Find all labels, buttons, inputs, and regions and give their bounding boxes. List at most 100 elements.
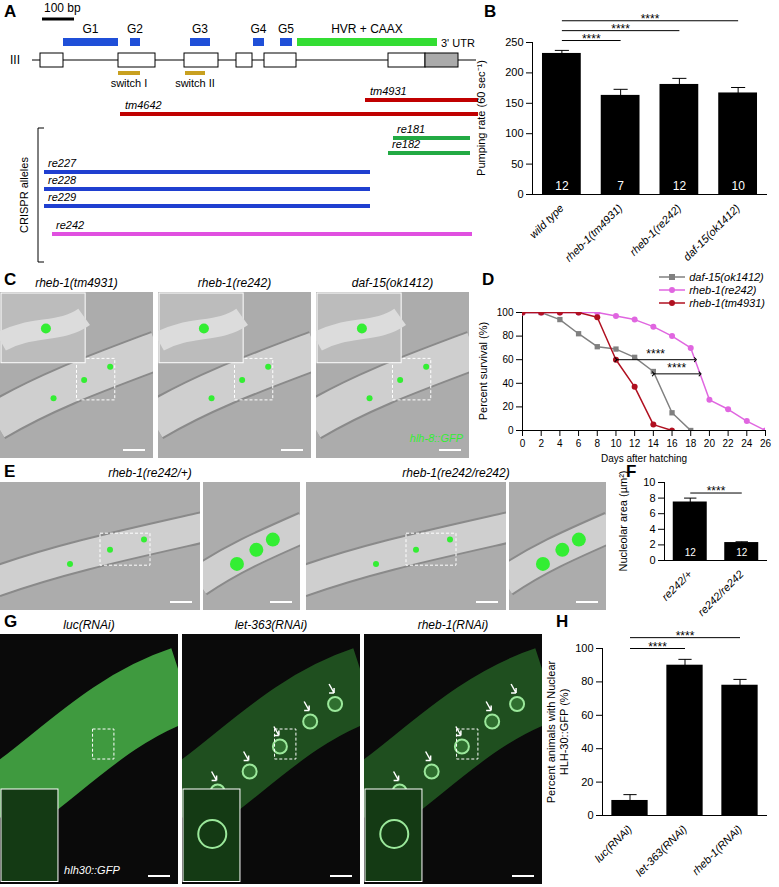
svg-text:26: 26	[760, 438, 772, 449]
svg-text:G2: G2	[127, 22, 143, 36]
svg-text:0: 0	[587, 809, 593, 821]
svg-text:HVR + CAAX: HVR + CAAX	[331, 22, 403, 36]
svg-text:re182: re182	[392, 138, 420, 150]
svg-text:III: III	[10, 53, 20, 67]
html-text:B: B	[484, 2, 497, 21]
svg-text:re227: re227	[48, 157, 77, 169]
svg-text:50: 50	[511, 158, 523, 170]
html-text:Percent animals with Nuclear H: Percent animals with Nuclear HLH-30::GFP…	[544, 660, 570, 803]
html-text:rheb-1(re242/+): rheb-1(re242/+)	[108, 466, 192, 480]
html-text:C: C	[4, 270, 17, 289]
svg-text:16: 16	[666, 438, 678, 449]
svg-text:60: 60	[581, 709, 593, 721]
svg-text:G4: G4	[250, 22, 266, 36]
svg-text:60: 60	[502, 354, 514, 365]
html-text:let-363(RNAi): let-363(RNAi)	[234, 618, 308, 632]
svg-text:8: 8	[649, 492, 655, 504]
svg-text:****: ****	[646, 347, 665, 361]
svg-text:6: 6	[576, 438, 582, 449]
svg-text:6: 6	[649, 507, 655, 519]
html-text:G: G	[4, 612, 18, 631]
svg-text:rheb-1(RNAi): rheb-1(RNAi)	[690, 823, 745, 878]
svg-text:tm4931: tm4931	[370, 85, 407, 97]
svg-text:re229: re229	[48, 191, 76, 203]
html-text:Pumping rate (60 sec⁻¹): Pumping rate (60 sec⁻¹)	[475, 60, 488, 176]
svg-text:40: 40	[502, 378, 514, 389]
svg-text:tm4642: tm4642	[125, 99, 162, 111]
svg-text:****: ****	[611, 22, 630, 36]
svg-text:14: 14	[648, 438, 660, 449]
html-text:rheb-1(tm4931): rheb-1(tm4931)	[35, 276, 118, 290]
svg-text:G1: G1	[82, 22, 98, 36]
svg-text:4: 4	[649, 523, 655, 535]
svg-text:100: 100	[497, 307, 514, 318]
svg-text:3' UTR: 3' UTR	[441, 37, 475, 49]
svg-text:let-363(RNAi): let-363(RNAi)	[633, 823, 689, 879]
svg-text:re242: re242	[56, 219, 84, 231]
svg-text:****: ****	[648, 640, 667, 654]
svg-text:hlh30::GFP: hlh30::GFP	[64, 864, 120, 876]
svg-text:10: 10	[731, 179, 745, 193]
svg-text:Days after hatching: Days after hatching	[601, 453, 687, 464]
svg-text:20: 20	[704, 438, 716, 449]
svg-text:re242/re242: re242/re242	[695, 568, 745, 618]
svg-text:18: 18	[685, 438, 697, 449]
svg-text:4: 4	[557, 438, 563, 449]
html-text:A: A	[4, 2, 17, 21]
svg-text:2: 2	[538, 438, 544, 449]
svg-text:8: 8	[594, 438, 600, 449]
svg-text:24: 24	[741, 438, 753, 449]
svg-text:rheb-1(re242): rheb-1(re242)	[627, 202, 683, 258]
html-text:luc(RNAi): luc(RNAi)	[63, 618, 115, 632]
svg-text:daf-15(ok1412): daf-15(ok1412)	[681, 202, 742, 263]
html-text:rheb-1(re242): rheb-1(re242)	[197, 276, 272, 290]
svg-text:12: 12	[555, 179, 569, 193]
svg-text:22: 22	[723, 438, 735, 449]
svg-text:250: 250	[505, 36, 523, 48]
svg-text:0: 0	[508, 425, 514, 436]
svg-text:200: 200	[505, 66, 523, 78]
svg-text:20: 20	[581, 776, 593, 788]
svg-text:****: ****	[676, 629, 695, 643]
svg-text:0: 0	[520, 438, 526, 449]
svg-text:80: 80	[502, 330, 514, 341]
svg-text:0: 0	[649, 554, 655, 566]
svg-text:****: ****	[641, 12, 660, 26]
svg-text:20: 20	[502, 401, 514, 412]
svg-text:10: 10	[610, 438, 622, 449]
svg-text:re242/+: re242/+	[659, 567, 694, 602]
svg-text:****: ****	[667, 361, 686, 375]
svg-text:0: 0	[517, 188, 523, 200]
svg-text:10: 10	[643, 476, 655, 488]
svg-text:150: 150	[505, 97, 523, 109]
svg-text:12: 12	[685, 547, 697, 558]
svg-text:switch I: switch I	[111, 77, 148, 89]
svg-text:100 bp: 100 bp	[44, 1, 81, 15]
svg-text:G5: G5	[278, 22, 294, 36]
svg-text:100: 100	[505, 127, 523, 139]
html-text:D: D	[482, 270, 495, 289]
svg-text:100: 100	[575, 642, 593, 654]
svg-text:12: 12	[673, 179, 687, 193]
svg-text:wild type: wild type	[527, 202, 566, 241]
svg-text:G3: G3	[192, 22, 208, 36]
svg-text:40: 40	[581, 742, 593, 754]
svg-text:switch II: switch II	[175, 77, 215, 89]
html-text:rheb-1(re242/re242): rheb-1(re242/re242)	[402, 466, 510, 480]
html-text:rheb-1(RNAi): rheb-1(RNAi)	[417, 618, 489, 632]
html-text:daf-15(ok1412): daf-15(ok1412)	[351, 276, 434, 290]
svg-text:luc(RNAi): luc(RNAi)	[592, 823, 634, 865]
html-text:H: H	[556, 612, 569, 631]
svg-text:hlh-8::GFP: hlh-8::GFP	[410, 432, 464, 444]
svg-text:2: 2	[649, 538, 655, 550]
svg-text:12: 12	[629, 438, 641, 449]
svg-text:12: 12	[736, 547, 748, 558]
svg-text:7: 7	[617, 179, 624, 193]
svg-text:re181: re181	[397, 123, 425, 135]
svg-text:80: 80	[581, 675, 593, 687]
svg-text:re228: re228	[48, 174, 77, 186]
svg-text:****: ****	[707, 484, 726, 498]
svg-text:****: ****	[582, 32, 601, 46]
svg-text:CRISPR alleles: CRISPR alleles	[18, 157, 30, 233]
svg-text:rheb-1(tm4931): rheb-1(tm4931)	[562, 202, 624, 264]
